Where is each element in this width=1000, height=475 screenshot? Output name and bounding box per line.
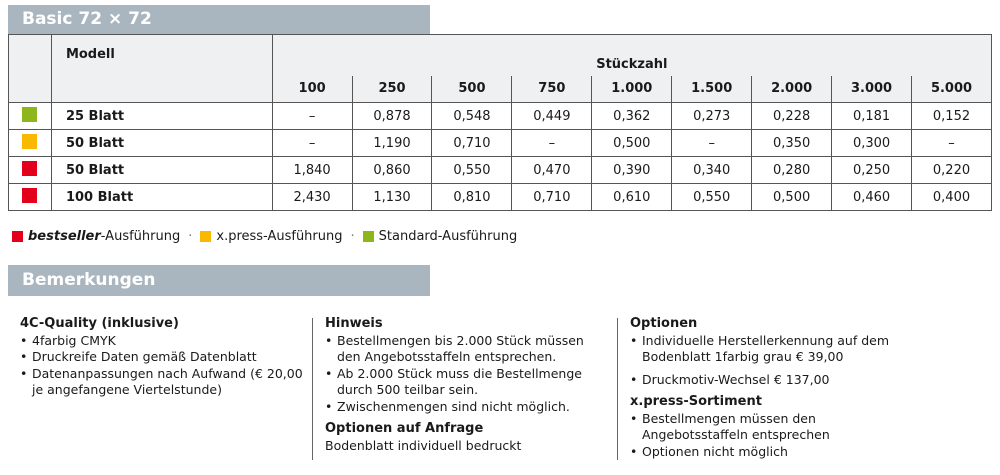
list-item: 4farbig CMYK [20, 333, 305, 350]
price-cell: 1,130 [351, 183, 433, 211]
price-cell: 0,400 [911, 183, 992, 211]
divider [312, 318, 313, 460]
list-item: Ab 2.000 Stück muss die Bestellmenge dur… [325, 366, 610, 399]
price-cell: 0,228 [751, 102, 833, 130]
quantity-column-header: 5.000 [911, 75, 992, 103]
list-item: Druckreife Daten gemäß Datenblatt [20, 349, 305, 366]
hint-heading: Hinweis [325, 316, 383, 331]
price-cell: – [911, 129, 992, 157]
price-cell: 0,860 [351, 156, 433, 184]
remarks-options: Optionen Individuelle Herstellerkennung … [630, 316, 895, 460]
divider [617, 318, 618, 460]
price-cell: 0,810 [431, 183, 513, 211]
price-cell: 0,362 [591, 102, 673, 130]
price-cell: 0,500 [751, 183, 833, 211]
table-row: 50 Blatt –1,190 0,710–0,500–0,350 0,300– [8, 129, 992, 157]
options-on-request-text: Bodenblatt individuell bedruckt [325, 437, 522, 453]
price-cell: 0,273 [671, 102, 753, 130]
list-item: Bestellmengen müssen den Angebotsstaffel… [630, 411, 895, 444]
quantity-column-header: 500 [431, 75, 513, 103]
legend-bestseller: bestseller-Ausführung [28, 229, 181, 244]
price-cell: 0,550 [671, 183, 753, 211]
price-cell: 0,280 [751, 156, 833, 184]
quantity-column-header: 750 [511, 75, 593, 103]
quality-heading: 4C-Quality (inklusive) [20, 316, 179, 331]
price-cell: 0,878 [351, 102, 433, 130]
list-item: Optionen nicht möglich [630, 444, 895, 461]
quantity-column-header: 2.000 [751, 75, 833, 103]
quantity-column-header: 1.500 [671, 75, 753, 103]
xpress-swatch [200, 231, 212, 242]
price-cell: 0,340 [671, 156, 753, 184]
price-cell: 0,460 [831, 183, 913, 211]
product-title: Basic 72 × 72 [8, 5, 430, 34]
price-cell: 0,710 [511, 183, 593, 211]
price-cell: 0,500 [591, 129, 673, 157]
list-item: Individuelle Herstellerkennung auf dem B… [630, 333, 895, 366]
legend-xpress: x.press-Ausführung [216, 229, 343, 244]
price-cell: 0,300 [831, 129, 913, 157]
variant-swatch [8, 183, 52, 211]
quantity-column-header: 3.000 [831, 75, 913, 103]
list-item: Bestellmengen bis 2.000 Stück müssen den… [325, 333, 610, 366]
price-cell: 2,430 [271, 183, 353, 211]
quantity-column-header: 250 [351, 75, 433, 103]
quantity-header: Stückzahl [271, 34, 993, 76]
table-row: 25 Blatt –0,878 0,548 0,449 0,362 0,273 0,228 0… [8, 102, 992, 130]
model-name: 100 Blatt [50, 183, 273, 211]
variant-swatch [8, 156, 52, 184]
price-cell: – [271, 129, 353, 157]
remarks-title: Bemerkungen [8, 265, 430, 296]
model-name: 50 Blatt [50, 156, 273, 184]
price-table: Modell Stückzahl 100 250 500 750 1.000 1.500 2… [8, 34, 993, 211]
table-row: 50 Blatt 1,840 0,860 0,550 0,470 0,390 0,340 0,… [8, 156, 992, 184]
price-cell: 0,152 [911, 102, 992, 130]
legend-standard: Standard-Ausführung [378, 229, 518, 244]
price-cell: 0,610 [591, 183, 673, 211]
bestseller-swatch [12, 231, 23, 242]
swatch-header [8, 34, 52, 103]
price-cell: 1,190 [351, 129, 433, 157]
table-row: 100 Blatt 2,430 1,130 0,810 0,710 0,610 0,550 0… [8, 183, 992, 211]
legend: bestseller-Ausführung · x.press-Ausführu… [12, 229, 517, 244]
price-cell: 0,548 [431, 102, 513, 130]
remarks-quality: 4C-Quality (inklusive) 4farbig CMYKDruck… [20, 316, 305, 399]
model-name: 50 Blatt [50, 129, 273, 157]
quantity-column-header: 100 [271, 75, 353, 103]
price-cell: 0,220 [911, 156, 992, 184]
price-cell: 0,710 [431, 129, 513, 157]
list-item: Druckmotiv-Wechsel € 137,00 [630, 372, 895, 389]
model-name: 25 Blatt [50, 102, 273, 130]
price-cell: 0,550 [431, 156, 513, 184]
list-item: Zwischenmengen sind nicht möglich. [325, 399, 610, 416]
price-cell: 0,449 [511, 102, 593, 130]
price-cell: 1,840 [271, 156, 353, 184]
options-on-request-heading: Optionen auf Anfrage [325, 421, 484, 436]
separator: · [350, 229, 355, 244]
separator: · [188, 229, 193, 244]
price-cell: – [671, 129, 753, 157]
price-cell: 0,350 [751, 129, 833, 157]
price-cell: 0,470 [511, 156, 593, 184]
price-cell: 0,181 [831, 102, 913, 130]
list-item: Datenanpassungen nach Aufwand (€ 20,00 j… [20, 366, 305, 399]
quantity-column-header: 1.000 [591, 75, 673, 103]
standard-swatch [362, 231, 374, 242]
xpress-heading: x.press-Sortiment [630, 394, 762, 409]
price-cell: 0,390 [591, 156, 673, 184]
price-cell: 0,250 [831, 156, 913, 184]
remarks-hint: Hinweis Bestellmengen bis 2.000 Stück mü… [325, 316, 610, 454]
options-heading: Optionen [630, 316, 698, 331]
model-header: Modell [50, 34, 273, 103]
variant-swatch [8, 129, 52, 157]
price-cell: – [511, 129, 593, 157]
variant-swatch [8, 102, 52, 130]
price-cell: – [271, 102, 353, 130]
